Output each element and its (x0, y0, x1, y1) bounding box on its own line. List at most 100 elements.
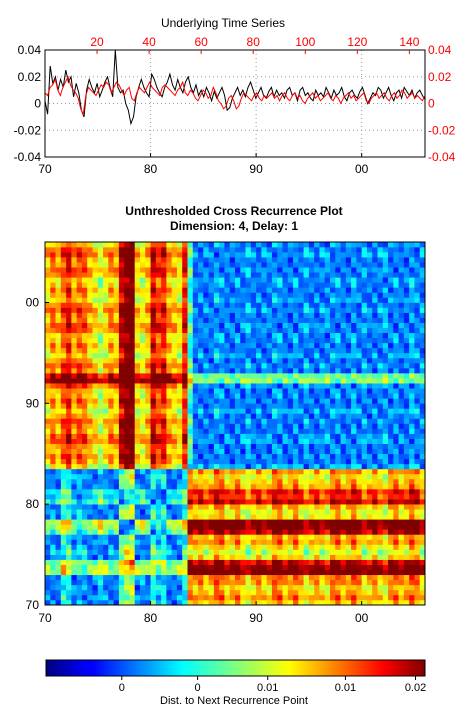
heatmap-cell (103, 589, 109, 596)
heatmap-cell (366, 363, 373, 369)
heatmap-cell (50, 302, 56, 308)
heatmap-cell (330, 252, 336, 258)
heatmap-cell (393, 342, 399, 349)
heatmap-cell (187, 352, 194, 359)
heatmap-cell (372, 433, 378, 439)
heatmap-cell (166, 433, 172, 439)
heatmap-cell (366, 463, 373, 470)
heatmap-cell (345, 504, 352, 510)
heatmap-cell (187, 463, 194, 470)
heatmap-cell (145, 589, 151, 596)
heatmap-cell (372, 383, 378, 389)
heatmap-cell (118, 257, 125, 263)
heatmap-cell (45, 423, 51, 429)
heatmap-cell (155, 534, 162, 540)
heatmap-cell (171, 453, 178, 460)
heatmap-cell (229, 559, 236, 565)
heatmap-cell (60, 524, 67, 530)
heatmap-cell (340, 529, 347, 535)
heatmap-cell (351, 458, 357, 465)
heatmap-cell (298, 489, 304, 495)
heatmap-cell (192, 564, 199, 571)
heatmap-cell (351, 589, 357, 596)
heatmap-cell (261, 312, 267, 318)
heatmap-cell (324, 569, 331, 576)
heatmap-cell (393, 408, 399, 414)
heatmap-cell (403, 529, 410, 535)
heatmap-cell (113, 347, 120, 354)
heatmap-cell (271, 584, 278, 591)
heatmap-cell (71, 544, 77, 550)
heatmap-cell (293, 277, 299, 283)
heatmap-cell (198, 504, 204, 510)
heatmap-cell (81, 549, 88, 555)
heatmap-cell (192, 408, 199, 414)
heatmap-cell (330, 473, 336, 480)
heatmap-cell (103, 413, 109, 419)
heatmap-cell (224, 257, 231, 263)
heatmap-cell (314, 378, 320, 384)
heatmap-cell (250, 438, 257, 444)
heatmap-cell (388, 584, 394, 591)
heatmap-cell (314, 463, 320, 470)
heatmap-cell (351, 292, 357, 298)
heatmap-cell (224, 388, 231, 394)
heatmap-cell (182, 468, 188, 475)
heatmap-cell (108, 473, 114, 480)
heatmap-cell (118, 574, 125, 581)
heatmap-cell (372, 277, 378, 283)
heatmap-cell (108, 519, 114, 525)
heatmap-cell (87, 332, 93, 339)
heatmap-cell (124, 282, 130, 288)
heatmap-cell (240, 574, 246, 581)
heatmap-cell (282, 509, 289, 515)
heatmap-cell (271, 468, 278, 475)
heatmap-cell (298, 599, 304, 606)
heatmap-cell (176, 317, 183, 323)
heatmap-cell (203, 549, 209, 555)
heatmap-cell (129, 287, 136, 293)
heatmap-cell (50, 398, 56, 404)
heatmap-cell (224, 282, 231, 288)
heatmap-cell (345, 514, 352, 520)
heatmap-cell (271, 257, 278, 263)
heatmap-cell (161, 383, 167, 389)
heatmap-cell (213, 388, 220, 394)
heatmap-cell (150, 327, 157, 334)
heatmap-cell (240, 247, 246, 253)
heatmap-cell (198, 242, 204, 248)
heatmap-cell (382, 448, 389, 455)
heatmap-cell (155, 574, 162, 581)
heatmap-cell (330, 589, 336, 596)
heatmap-cell (382, 554, 389, 560)
heatmap-cell (303, 494, 310, 500)
heatmap-cell (76, 297, 83, 303)
heatmap-cell (92, 388, 99, 394)
heatmap-cell (324, 378, 331, 384)
heatmap-cell (361, 347, 368, 354)
heatmap-cell (208, 272, 215, 278)
heatmap-cell (60, 388, 67, 394)
heatmap-cell (240, 428, 246, 434)
heatmap-cell (50, 257, 56, 263)
heatmap-cell (303, 357, 310, 364)
heatmap-cell (87, 403, 93, 409)
heatmap-cell (134, 494, 141, 500)
heatmap-cell (155, 393, 162, 399)
heatmap-cell (282, 584, 289, 591)
heatmap-cell (166, 272, 172, 278)
heatmap-cell (192, 403, 199, 409)
heatmap-cell (60, 554, 67, 560)
heatmap-cell (277, 352, 283, 359)
heatmap-cell (87, 559, 93, 565)
heatmap-cell (361, 282, 368, 288)
heatmap-cell (124, 352, 130, 359)
heatmap-cell (55, 297, 62, 303)
heatmap-cell (361, 589, 368, 596)
heatmap-cell (71, 514, 77, 520)
time-series-lines (44, 49, 426, 126)
heatmap-cell (293, 534, 299, 540)
heatmap-cell (330, 342, 336, 349)
heatmap-cell (377, 509, 384, 515)
heatmap-cell (50, 423, 56, 429)
